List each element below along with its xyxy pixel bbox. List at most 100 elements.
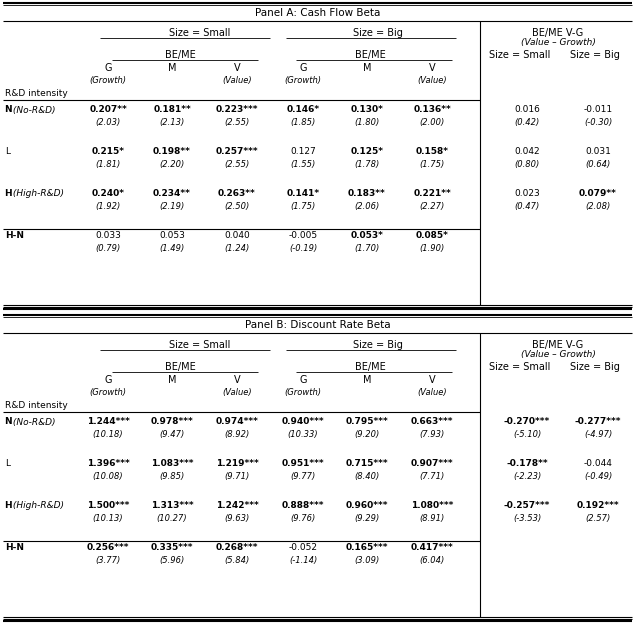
- Text: (1.85): (1.85): [290, 118, 316, 128]
- Text: 0.031: 0.031: [585, 148, 611, 157]
- Text: (3.09): (3.09): [354, 557, 380, 566]
- Text: (Growth): (Growth): [90, 387, 126, 397]
- Text: 0.053: 0.053: [159, 231, 185, 240]
- Text: -0.257***: -0.257***: [504, 502, 550, 511]
- Text: (Value): (Value): [417, 75, 447, 84]
- Text: L: L: [5, 148, 10, 157]
- Text: 0.256***: 0.256***: [87, 544, 130, 553]
- Text: (9.47): (9.47): [159, 431, 185, 440]
- Text: 0.257***: 0.257***: [216, 148, 258, 157]
- Text: 0.085*: 0.085*: [415, 231, 448, 240]
- Text: -0.270***: -0.270***: [504, 417, 550, 426]
- Text: (2.20): (2.20): [159, 160, 185, 169]
- Text: (-1.14): (-1.14): [289, 557, 317, 566]
- Text: 0.198**: 0.198**: [153, 148, 191, 157]
- Text: N: N: [5, 105, 16, 114]
- Text: (10.33): (10.33): [288, 431, 318, 440]
- Text: (-3.53): (-3.53): [513, 514, 541, 523]
- Text: N: N: [5, 417, 16, 426]
- Text: BE/ME: BE/ME: [354, 362, 385, 372]
- Text: 0.053*: 0.053*: [351, 231, 384, 240]
- Text: M: M: [168, 375, 177, 385]
- Text: (2.00): (2.00): [419, 118, 444, 128]
- Text: 0.663***: 0.663***: [411, 417, 453, 426]
- Text: 0.215*: 0.215*: [91, 148, 124, 157]
- Text: -0.011: -0.011: [584, 105, 613, 114]
- Text: (Value): (Value): [222, 75, 252, 84]
- Text: (10.27): (10.27): [157, 514, 187, 523]
- Text: 0.042: 0.042: [514, 148, 540, 157]
- Text: (Value – Growth): (Value – Growth): [521, 38, 596, 47]
- Text: BE/ME: BE/ME: [164, 50, 196, 60]
- Text: (Growth): (Growth): [284, 75, 321, 84]
- Text: BE/ME: BE/ME: [354, 50, 385, 60]
- Text: (Value): (Value): [222, 387, 252, 397]
- Text: 0.888***: 0.888***: [282, 502, 324, 511]
- Text: 1.242***: 1.242***: [216, 502, 258, 511]
- Text: Panel A: Cash Flow Beta: Panel A: Cash Flow Beta: [255, 8, 380, 18]
- Text: (8.40): (8.40): [354, 472, 380, 482]
- Text: (1.75): (1.75): [290, 203, 316, 212]
- Text: Size = Big: Size = Big: [353, 28, 403, 38]
- Text: 0.136**: 0.136**: [413, 105, 451, 114]
- Text: 0.234**: 0.234**: [153, 190, 191, 199]
- Text: 0.974***: 0.974***: [215, 417, 258, 426]
- Text: 1.219***: 1.219***: [216, 459, 258, 468]
- Text: (2.13): (2.13): [159, 118, 185, 128]
- Text: (No-R&D): (No-R&D): [10, 417, 55, 426]
- Text: 0.127: 0.127: [290, 148, 316, 157]
- Text: (2.57): (2.57): [585, 514, 611, 523]
- Text: 0.023: 0.023: [514, 190, 540, 199]
- Text: (7.71): (7.71): [419, 472, 444, 482]
- Text: V: V: [234, 375, 240, 385]
- Text: (-5.10): (-5.10): [513, 431, 541, 440]
- Text: Size = Big: Size = Big: [570, 362, 620, 372]
- Text: (1.80): (1.80): [354, 118, 380, 128]
- Text: G: G: [104, 63, 112, 73]
- Text: (1.24): (1.24): [224, 245, 250, 254]
- Text: 1.244***: 1.244***: [86, 417, 130, 426]
- Text: (-0.49): (-0.49): [584, 472, 612, 482]
- Text: BE/ME V-G: BE/ME V-G: [532, 28, 584, 38]
- Text: 0.951***: 0.951***: [282, 459, 324, 468]
- Text: (2.08): (2.08): [585, 203, 611, 212]
- Text: (1.90): (1.90): [419, 245, 444, 254]
- Text: (9.63): (9.63): [224, 514, 250, 523]
- Text: (0.64): (0.64): [585, 160, 611, 169]
- Text: 0.240*: 0.240*: [91, 190, 124, 199]
- Text: (3.77): (3.77): [95, 557, 121, 566]
- Text: 0.715***: 0.715***: [345, 459, 389, 468]
- Text: H: H: [5, 502, 16, 511]
- Text: (9.29): (9.29): [354, 514, 380, 523]
- Text: (2.03): (2.03): [95, 118, 121, 128]
- Text: Size = Small: Size = Small: [490, 362, 551, 372]
- Text: Size = Big: Size = Big: [353, 340, 403, 350]
- Text: -0.005: -0.005: [288, 231, 318, 240]
- Text: (9.85): (9.85): [159, 472, 185, 482]
- Text: 0.335***: 0.335***: [150, 544, 193, 553]
- Text: (9.77): (9.77): [290, 472, 316, 482]
- Text: 0.040: 0.040: [224, 231, 250, 240]
- Text: (0.79): (0.79): [95, 245, 121, 254]
- Text: M: M: [168, 63, 177, 73]
- Text: Size = Small: Size = Small: [170, 28, 231, 38]
- Text: (10.18): (10.18): [93, 431, 123, 440]
- Text: Size = Small: Size = Small: [170, 340, 231, 350]
- Text: H-N: H-N: [5, 544, 24, 553]
- Text: -0.052: -0.052: [288, 544, 318, 553]
- Text: 1.500***: 1.500***: [87, 502, 129, 511]
- Text: 0.940***: 0.940***: [282, 417, 324, 426]
- Text: 1.083***: 1.083***: [150, 459, 193, 468]
- Text: Size = Small: Size = Small: [490, 50, 551, 60]
- Text: (2.19): (2.19): [159, 203, 185, 212]
- Text: (10.13): (10.13): [93, 514, 123, 523]
- Text: (Value): (Value): [417, 387, 447, 397]
- Text: G: G: [299, 63, 307, 73]
- Text: (Growth): (Growth): [90, 75, 126, 84]
- Text: 0.141*: 0.141*: [286, 190, 319, 199]
- Text: (2.06): (2.06): [354, 203, 380, 212]
- Text: M: M: [363, 375, 371, 385]
- Text: 0.207**: 0.207**: [89, 105, 127, 114]
- Text: 0.978***: 0.978***: [150, 417, 194, 426]
- Text: R&D intensity: R&D intensity: [5, 89, 68, 98]
